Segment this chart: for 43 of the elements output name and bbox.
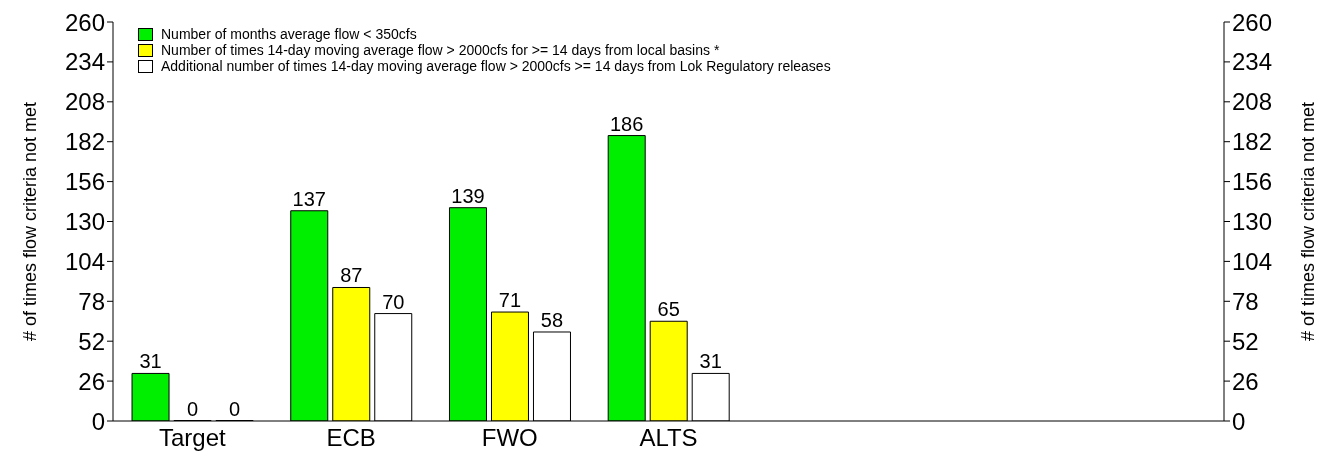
y-tick-label: 104 (64, 247, 105, 275)
y2-axis-title: # of times flow criteria not met (1297, 101, 1318, 342)
y2-tick-label: 234 (1232, 48, 1273, 76)
y-tick-label: 208 (64, 88, 105, 116)
y2-tick-label: 156 (1232, 168, 1273, 196)
y2-tick-label: 260 (1232, 8, 1273, 36)
legend-label: Additional number of times 14-day moving average flow > 2000cfs >= 14 days from Lok Regulatory releases (161, 58, 831, 74)
y2-tick-label: 78 (1232, 287, 1259, 315)
y2-tick-label: 104 (1232, 247, 1273, 275)
data-label: 58 (540, 308, 564, 331)
x-tick-label: ALTS (639, 424, 698, 452)
data-label: 87 (340, 264, 363, 287)
y2-tick-label: 0 (1232, 407, 1246, 435)
data-label: 0 (228, 397, 241, 420)
y2-tick-label: 130 (1232, 208, 1273, 236)
y-tick-label: 260 (64, 8, 105, 36)
y2-tick-label: 208 (1232, 88, 1273, 116)
data-label: 139 (451, 184, 485, 207)
data-label: 70 (382, 290, 405, 313)
y-tick-label: 182 (64, 128, 105, 156)
data-label: 137 (292, 187, 326, 210)
y-tick-label: 0 (91, 407, 105, 435)
legend-label: Number of times 14-day moving average flow > 2000cfs for >= 14 days from local basins * (161, 42, 720, 58)
y2-tick-label: 52 (1232, 327, 1259, 355)
y-axis-title: # of times flow criteria not met (19, 101, 40, 342)
data-label: 186 (610, 112, 644, 135)
y2-tick-label: 26 (1232, 367, 1259, 395)
data-label: 65 (657, 298, 680, 321)
y-tick-label: 130 (64, 208, 105, 236)
legend-label: Number of months average flow < 350cfs (161, 26, 417, 42)
data-label: 31 (139, 350, 162, 373)
y-tick-label: 26 (78, 367, 105, 395)
y-tick-label: 52 (78, 327, 105, 355)
data-label: 71 (498, 289, 522, 312)
y-tick-label: 156 (64, 168, 105, 196)
y-tick-label: 234 (64, 48, 105, 76)
x-tick-label: Target (159, 424, 227, 452)
data-label: 31 (699, 350, 722, 373)
x-tick-label: ECB (326, 424, 376, 452)
x-tick-label: FWO (481, 424, 538, 452)
y2-tick-label: 182 (1232, 128, 1273, 156)
data-label: 0 (186, 397, 199, 420)
y-tick-label: 78 (78, 287, 105, 315)
